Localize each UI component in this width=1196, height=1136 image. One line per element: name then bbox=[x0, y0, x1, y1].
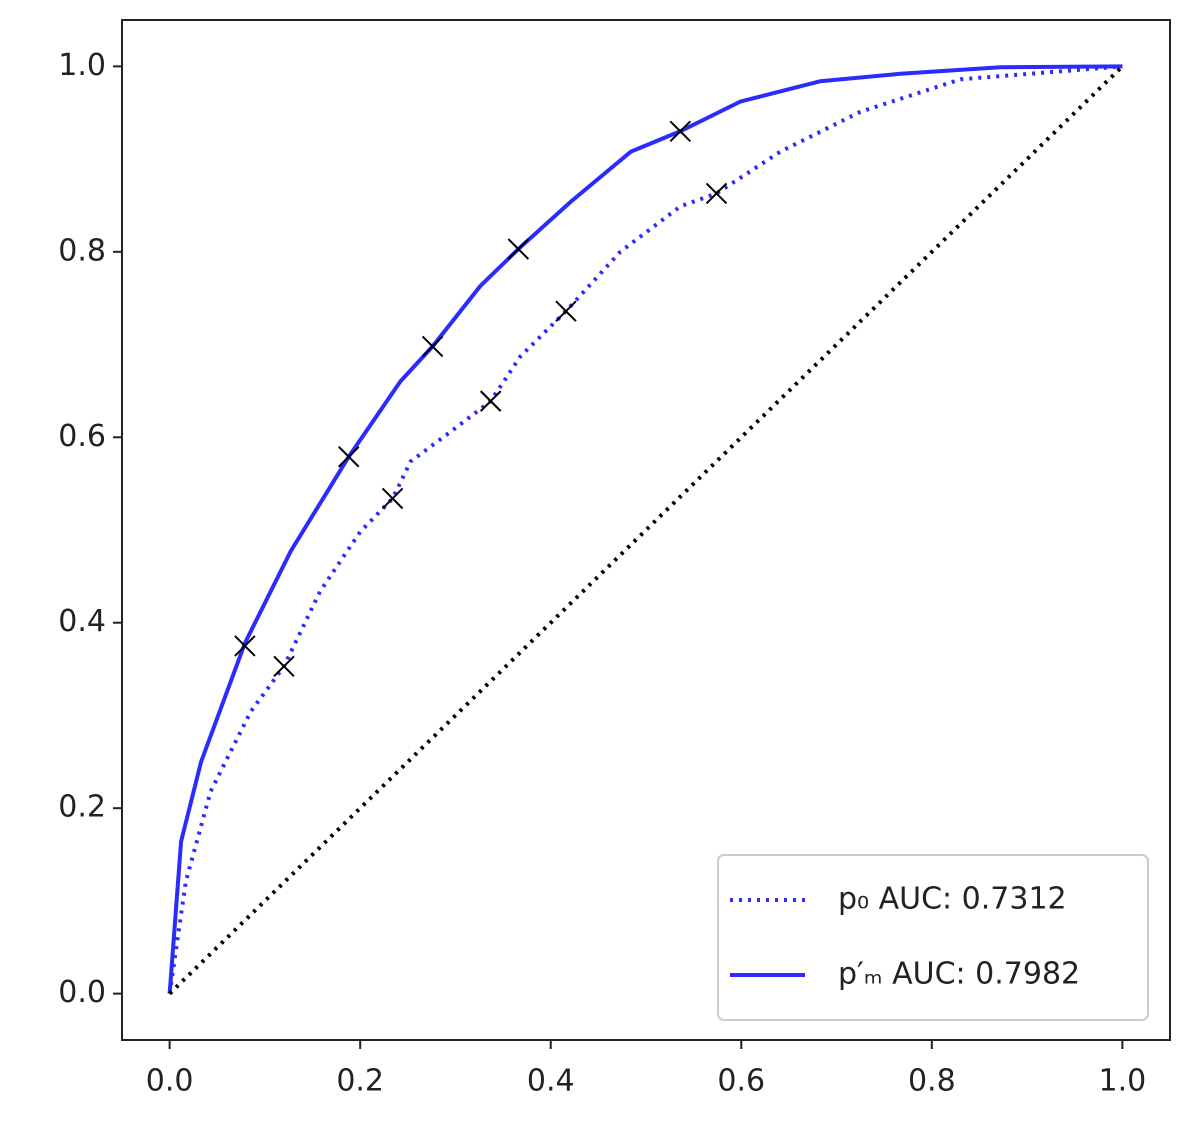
legend-label: p′ₘ AUC: 0.7982 bbox=[838, 957, 1080, 992]
marker bbox=[669, 120, 692, 142]
marker bbox=[705, 182, 728, 205]
y-tick-label: 0.4 bbox=[58, 604, 106, 639]
legend-label: p₀ AUC: 0.7312 bbox=[838, 882, 1067, 917]
line bbox=[168, 64, 1124, 996]
y-tick-label: 0.6 bbox=[58, 419, 106, 454]
y-tick-label: 0.2 bbox=[58, 790, 106, 825]
marker bbox=[507, 238, 530, 260]
y-tick-label: 0.0 bbox=[58, 975, 106, 1010]
y-tick-label: 0.8 bbox=[58, 233, 106, 268]
x-tick-label: 1.0 bbox=[1099, 1064, 1147, 1099]
marker bbox=[421, 335, 444, 358]
y-tick-label: 1.0 bbox=[58, 48, 106, 83]
x-tick-label: 0.8 bbox=[908, 1064, 956, 1099]
x-tick-label: 0.4 bbox=[527, 1064, 575, 1099]
marker bbox=[273, 655, 295, 678]
marker bbox=[338, 446, 360, 468]
plot-frame bbox=[121, 19, 1171, 1041]
marker bbox=[479, 390, 502, 412]
marker bbox=[381, 487, 404, 510]
legend-box bbox=[717, 854, 1149, 1021]
marker bbox=[234, 635, 256, 657]
x-tick-label: 0.6 bbox=[717, 1064, 765, 1099]
line bbox=[167, 64, 1123, 994]
x-tick-label: 0.0 bbox=[146, 1064, 194, 1099]
marker bbox=[555, 300, 577, 322]
x-tick-label: 0.2 bbox=[336, 1064, 384, 1099]
